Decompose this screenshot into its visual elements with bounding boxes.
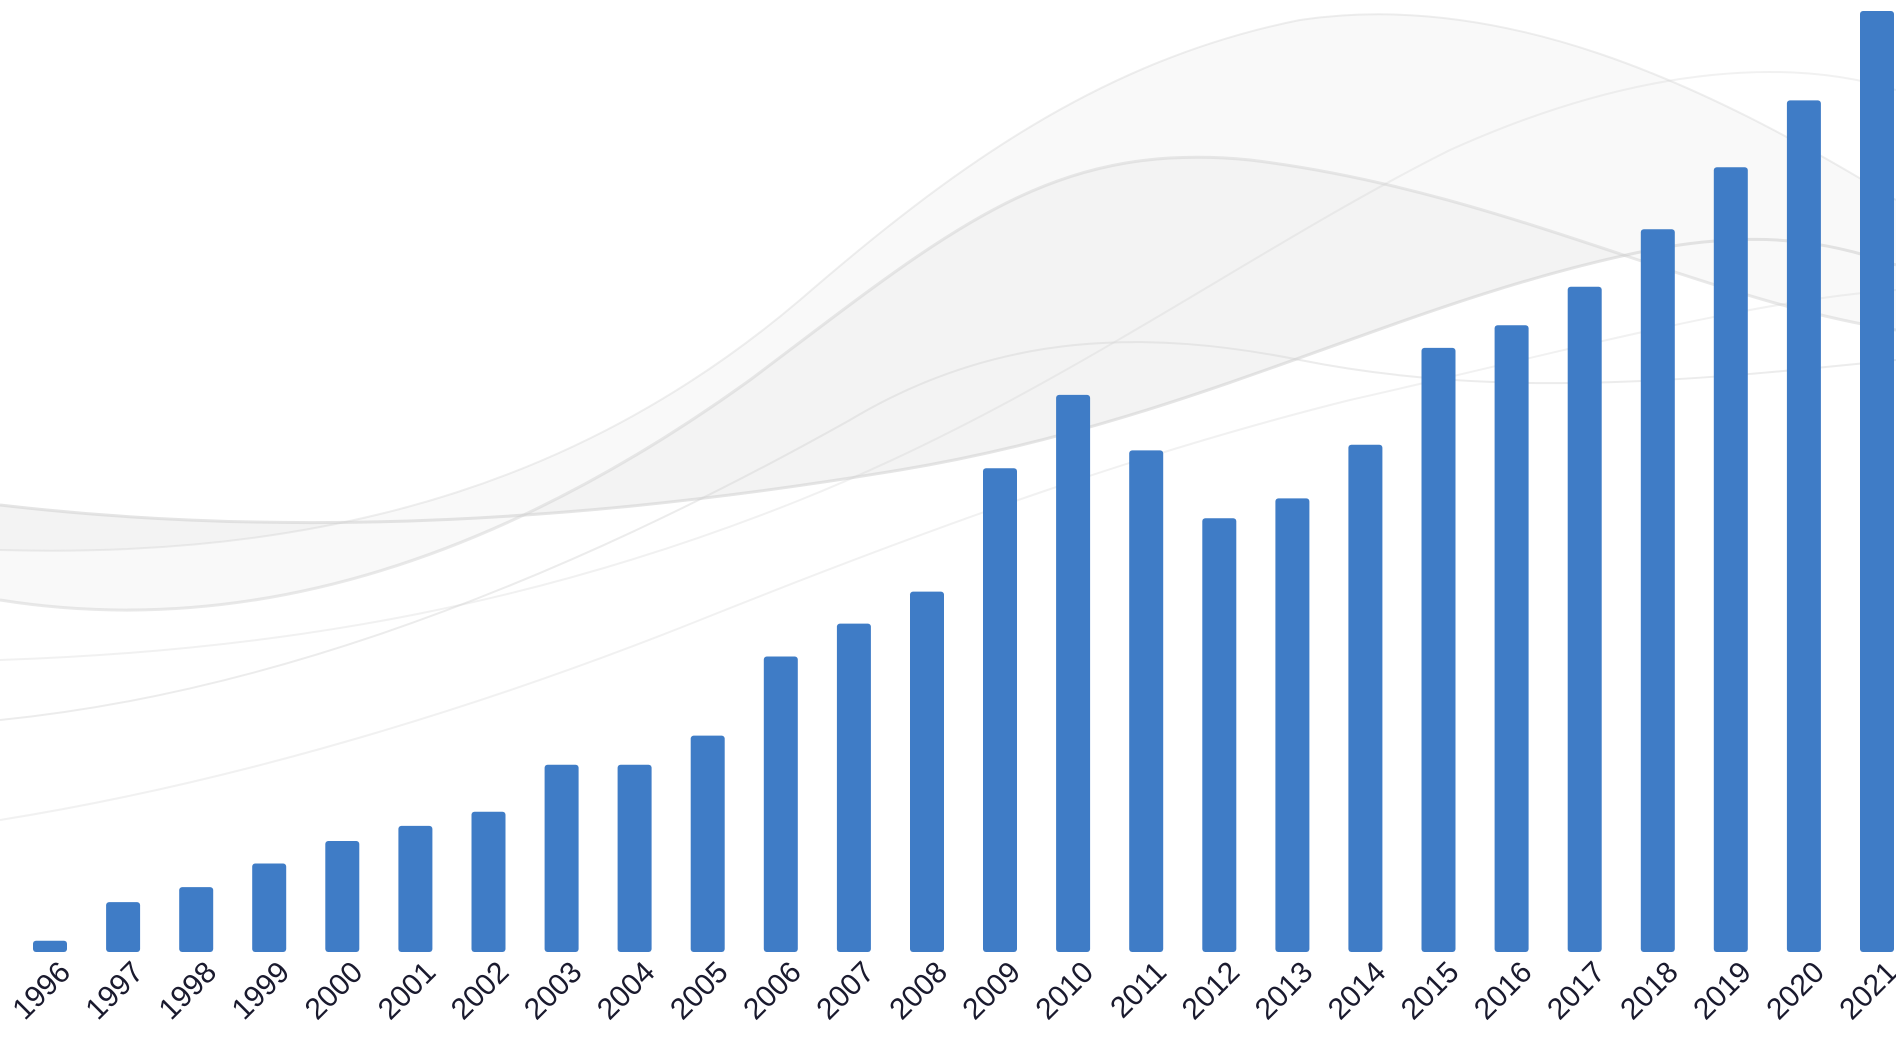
background-wave bbox=[0, 13, 1896, 552]
background-wave-band bbox=[0, 14, 1896, 551]
x-tick-label-2019: 2019 bbox=[1687, 956, 1758, 1027]
x-tick-label-2013: 2013 bbox=[1249, 956, 1320, 1027]
x-tick-label-1997: 1997 bbox=[80, 956, 151, 1027]
bar-2020 bbox=[1786, 100, 1821, 952]
bar-2010 bbox=[1056, 394, 1091, 952]
x-tick-label-2016: 2016 bbox=[1468, 956, 1539, 1027]
x-tick-label-2018: 2018 bbox=[1614, 956, 1685, 1027]
bar-1997 bbox=[106, 902, 141, 952]
x-tick-label-2021: 2021 bbox=[1833, 956, 1896, 1027]
bar-2021 bbox=[1860, 11, 1894, 952]
background-wave-band bbox=[0, 157, 1896, 611]
x-tick-label-2017: 2017 bbox=[1541, 956, 1612, 1027]
bar-2016 bbox=[1494, 325, 1529, 952]
bar-2018 bbox=[1640, 229, 1675, 953]
x-tick-label-2006: 2006 bbox=[737, 956, 808, 1027]
bar-2019 bbox=[1713, 167, 1748, 952]
x-tick-label-2020: 2020 bbox=[1760, 956, 1831, 1027]
bar-2015 bbox=[1421, 347, 1456, 952]
x-tick-label-1998: 1998 bbox=[153, 956, 224, 1027]
x-tick-label-2005: 2005 bbox=[664, 956, 735, 1027]
bar-2009 bbox=[983, 468, 1017, 952]
bar-2005 bbox=[690, 735, 725, 952]
bar-2017 bbox=[1567, 286, 1602, 952]
x-tick-label-2015: 2015 bbox=[1395, 956, 1466, 1027]
x-tick-label-2014: 2014 bbox=[1322, 956, 1393, 1027]
x-tick-label-2002: 2002 bbox=[445, 956, 516, 1027]
bars-group bbox=[33, 11, 1894, 953]
bar-2004 bbox=[617, 764, 652, 952]
bar-2014 bbox=[1348, 444, 1383, 952]
x-tick-label-2007: 2007 bbox=[810, 956, 881, 1027]
bar-2011 bbox=[1129, 450, 1164, 952]
x-tick-label-2009: 2009 bbox=[956, 956, 1027, 1027]
x-tick-label-1996: 1996 bbox=[6, 956, 77, 1027]
bar-1999 bbox=[252, 863, 287, 952]
x-tick-label-2003: 2003 bbox=[518, 956, 589, 1027]
bar-2008 bbox=[910, 591, 944, 952]
bar-1998 bbox=[179, 887, 214, 952]
x-tick-label-2010: 2010 bbox=[1030, 956, 1101, 1027]
background-wave bbox=[0, 155, 1896, 612]
x-tick-labels: 1996 1997 1998 1999 2000 2001 2002 2003 2004 2005… bbox=[6, 956, 1896, 1027]
x-tick-label-1999: 1999 bbox=[226, 956, 297, 1027]
x-tick-label-2004: 2004 bbox=[591, 956, 662, 1027]
bar-2013 bbox=[1275, 498, 1310, 952]
bar-2003 bbox=[544, 764, 579, 952]
x-tick-label-2012: 2012 bbox=[1176, 956, 1247, 1027]
background-wave bbox=[0, 71, 1896, 661]
x-tick-label-2011: 2011 bbox=[1104, 956, 1173, 1025]
x-tick-label-2001: 2001 bbox=[372, 956, 443, 1027]
bar-2001 bbox=[398, 825, 433, 952]
bar-2002 bbox=[471, 811, 506, 952]
bar-2000 bbox=[325, 841, 360, 952]
bar-2007 bbox=[836, 623, 871, 952]
bar-1996 bbox=[33, 940, 67, 952]
bar-2006 bbox=[763, 656, 798, 952]
background-wave-decoration bbox=[0, 13, 1896, 821]
bar-2012 bbox=[1202, 518, 1237, 952]
x-tick-label-2008: 2008 bbox=[883, 956, 954, 1027]
x-tick-label-2000: 2000 bbox=[299, 956, 370, 1027]
